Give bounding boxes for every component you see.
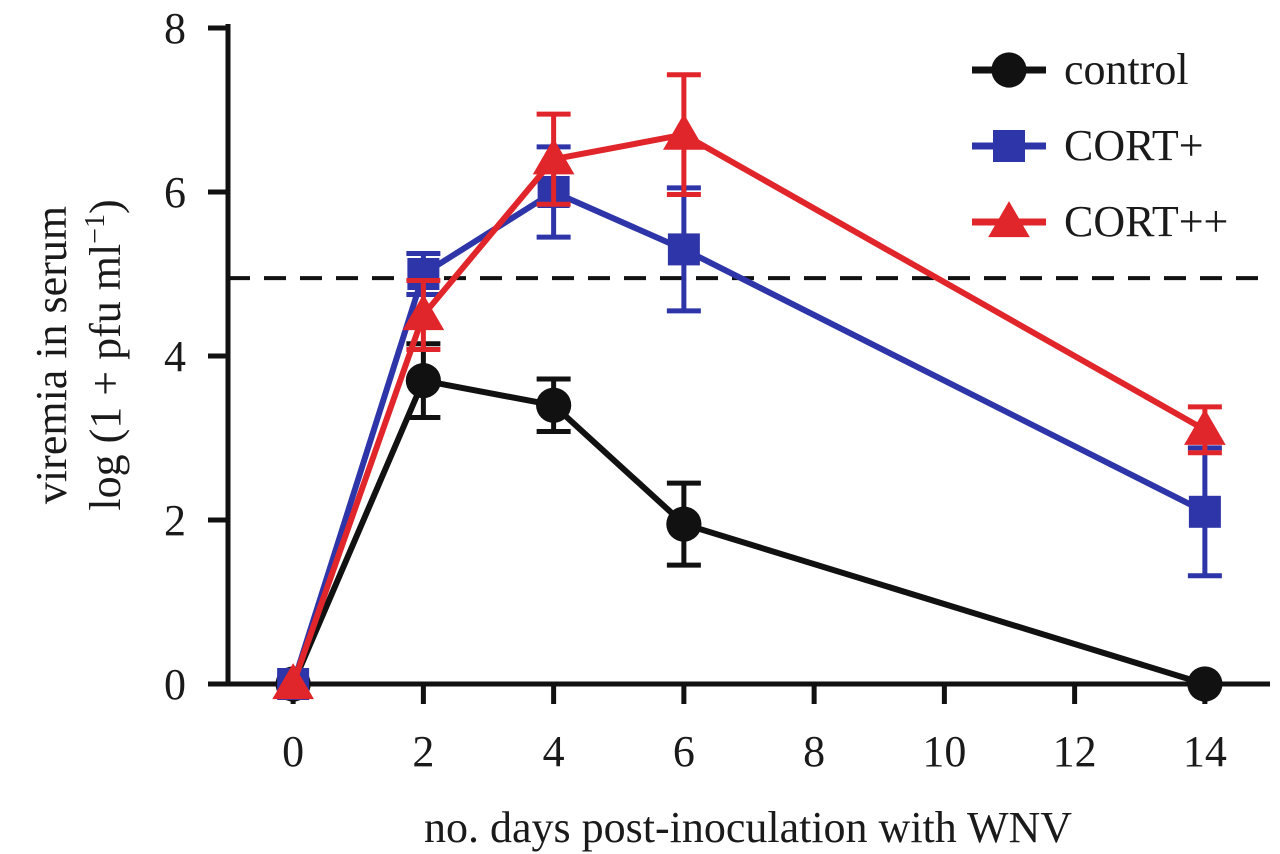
y-tick-label: 2 — [164, 496, 186, 545]
series-layer — [272, 72, 1226, 702]
x-tick-label: 2 — [412, 727, 434, 776]
data-point — [1188, 495, 1221, 528]
x-tick-label: 0 — [282, 727, 304, 776]
legend-item-CORT+: CORT+ — [972, 121, 1204, 170]
data-point — [663, 113, 705, 150]
y-tick-label: 8 — [164, 4, 186, 53]
x-tick-label: 14 — [1183, 727, 1227, 776]
y-axis-title-line2: log (1 + pfu ml−1) — [80, 199, 130, 510]
axes: 0 2 4 6 8 0 2 4 6 8 10 12 14 — [164, 4, 1270, 776]
series-control — [275, 341, 1223, 702]
y-tick-label: 4 — [164, 332, 186, 381]
x-axis-title: no. days post-inoculation with WNV — [424, 803, 1072, 852]
y-axis-title-line2-suffix: ) — [81, 199, 130, 214]
data-point — [1187, 666, 1223, 702]
legend-label: CORT+ — [1064, 121, 1204, 170]
data-point — [272, 663, 314, 700]
x-tick-label: 6 — [673, 727, 695, 776]
data-point — [532, 138, 575, 175]
series-line — [290, 377, 1206, 687]
series-CORT++ — [272, 72, 1226, 700]
legend: control CORT+ CORT++ — [972, 45, 1228, 246]
data-point — [405, 363, 441, 399]
x-tick-label: 10 — [922, 727, 966, 776]
data-point — [993, 130, 1025, 162]
x-tick-label: 12 — [1053, 727, 1097, 776]
y-axis-title-line1: viremia in serum — [27, 206, 76, 504]
y-tick-label: 0 — [164, 660, 186, 709]
data-point — [536, 387, 572, 423]
y-tick-label: 6 — [164, 168, 186, 217]
data-point — [402, 294, 445, 331]
legend-label: control — [1064, 45, 1189, 94]
y-axis-title-line2-prefix: log (1 + pfu ml — [81, 244, 130, 511]
data-point — [988, 201, 1030, 238]
legend-label: CORT++ — [1064, 197, 1228, 246]
data-point — [1184, 408, 1226, 445]
data-point — [991, 52, 1027, 88]
data-point — [666, 506, 702, 542]
legend-item-CORT++: CORT++ — [972, 197, 1228, 246]
legend-item-control: control — [972, 45, 1189, 94]
data-point — [667, 233, 700, 266]
x-tick-label: 8 — [803, 727, 825, 776]
y-axis-title-line2-sup: −1 — [80, 214, 111, 244]
x-tick-label: 4 — [543, 727, 565, 776]
